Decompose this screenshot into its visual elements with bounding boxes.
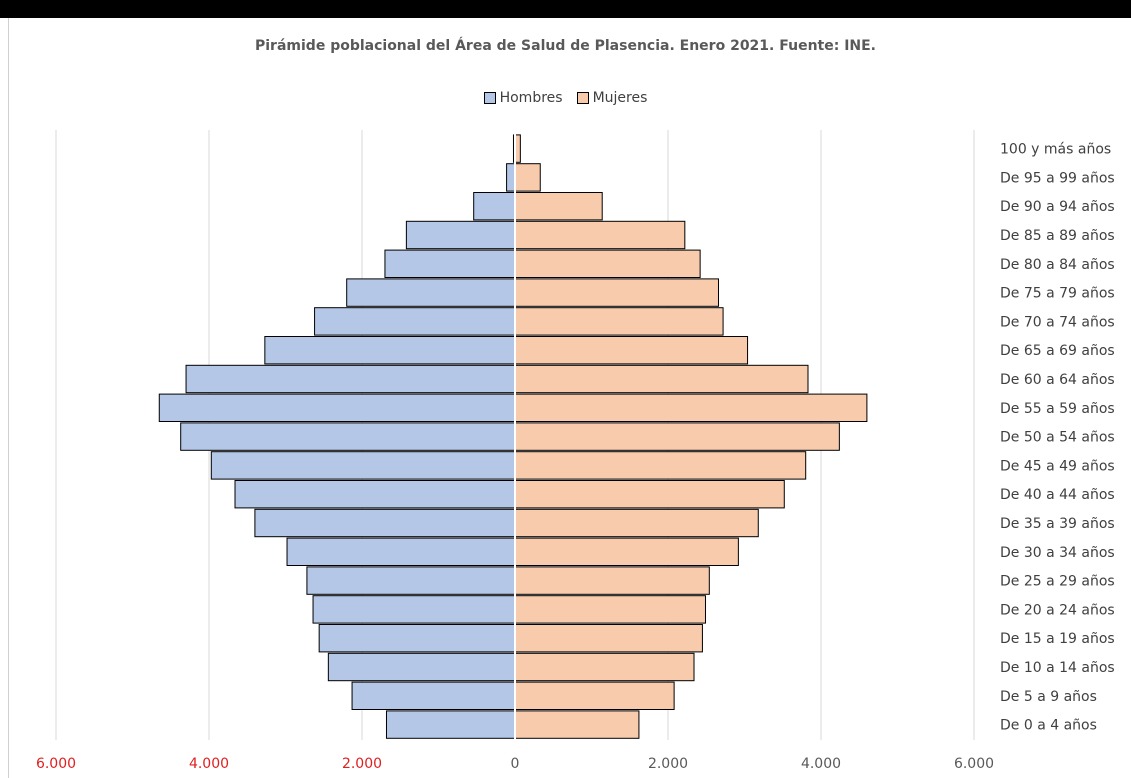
bar-hombres (384, 249, 516, 279)
category-label: De 40 a 44 años (1000, 487, 1115, 503)
category-label: De 15 a 19 años (1000, 631, 1115, 647)
x-tick-label: 6.000 (954, 756, 994, 772)
bar-mujeres (514, 595, 706, 624)
x-tick-label: 4.000 (189, 756, 229, 772)
bar-hombres (346, 278, 516, 307)
category-label: De 70 a 74 años (1000, 314, 1115, 330)
bar-hombres (234, 480, 516, 509)
category-label: De 80 a 84 años (1000, 257, 1115, 273)
category-label: De 65 a 69 años (1000, 343, 1115, 359)
bar-hombres (385, 710, 516, 739)
bar-hombres (286, 537, 516, 566)
bar-mujeres (514, 336, 749, 365)
category-label: De 0 a 4 años (1000, 718, 1097, 734)
bar-hombres (506, 163, 516, 192)
category-label: De 90 a 94 años (1000, 199, 1115, 215)
bar-mujeres (514, 508, 759, 538)
legend-item-hombres: Hombres (483, 90, 563, 106)
bar-hombres (327, 652, 516, 682)
category-label: De 20 a 24 años (1000, 602, 1115, 618)
bar-mujeres (514, 192, 603, 221)
category-label: De 55 a 59 años (1000, 401, 1115, 417)
bar-mujeres (514, 393, 868, 423)
category-label: De 45 a 49 años (1000, 458, 1115, 474)
bar-hombres (254, 508, 516, 538)
bar-mujeres (514, 681, 675, 710)
bar-mujeres (514, 537, 739, 566)
category-label: De 60 a 64 años (1000, 372, 1115, 388)
x-tick-label: 2.000 (648, 756, 688, 772)
window-top-bar (0, 0, 1131, 18)
chart-legend: Hombres Mujeres (0, 90, 1131, 106)
category-label: De 50 a 54 años (1000, 430, 1115, 446)
bar-mujeres (514, 480, 785, 509)
bar-mujeres (514, 220, 686, 250)
category-label: De 85 a 89 años (1000, 228, 1115, 244)
category-label: De 5 a 9 años (1000, 689, 1097, 705)
bar-mujeres (514, 624, 703, 653)
legend-swatch-mujeres (576, 92, 589, 104)
x-tick-label: 0 (511, 756, 520, 772)
legend-label-mujeres: Mujeres (592, 90, 648, 106)
bar-hombres (185, 364, 516, 394)
bar-mujeres (514, 422, 840, 451)
category-label: De 95 a 99 años (1000, 170, 1115, 186)
bar-hombres (306, 566, 516, 595)
x-tick-label: 6.000 (36, 756, 76, 772)
bar-mujeres (514, 364, 809, 394)
bar-hombres (210, 451, 516, 480)
category-label: De 35 a 39 años (1000, 516, 1115, 532)
bar-mujeres (514, 451, 807, 480)
chart-title: Pirámide poblacional del Área de Salud d… (255, 38, 876, 54)
bar-mujeres (514, 307, 724, 336)
legend-label-hombres: Hombres (499, 90, 563, 106)
bar-mujeres (514, 278, 719, 307)
bar-hombres (264, 336, 516, 365)
category-label: 100 y más años (1000, 142, 1111, 158)
bar-hombres (314, 307, 516, 336)
bar-hombres (312, 595, 516, 624)
bar-mujeres (514, 249, 701, 279)
bar-mujeres (514, 566, 710, 595)
bar-hombres (351, 681, 516, 710)
bar-hombres (180, 422, 516, 451)
legend-item-mujeres: Mujeres (576, 90, 648, 106)
category-label: De 75 a 79 años (1000, 286, 1115, 302)
bar-hombres (405, 220, 516, 250)
x-tick-label: 4.000 (801, 756, 841, 772)
bar-hombres (158, 393, 516, 423)
bar-hombres (473, 192, 516, 221)
bar-mujeres (514, 652, 695, 682)
legend-swatch-hombres (483, 92, 496, 104)
x-tick-label: 2.000 (342, 756, 382, 772)
category-label: De 30 a 34 años (1000, 545, 1115, 561)
bar-mujeres (514, 710, 640, 739)
category-label: De 25 a 29 años (1000, 574, 1115, 590)
bar-hombres (318, 624, 516, 653)
category-label: De 10 a 14 años (1000, 660, 1115, 676)
bar-mujeres (514, 163, 541, 192)
